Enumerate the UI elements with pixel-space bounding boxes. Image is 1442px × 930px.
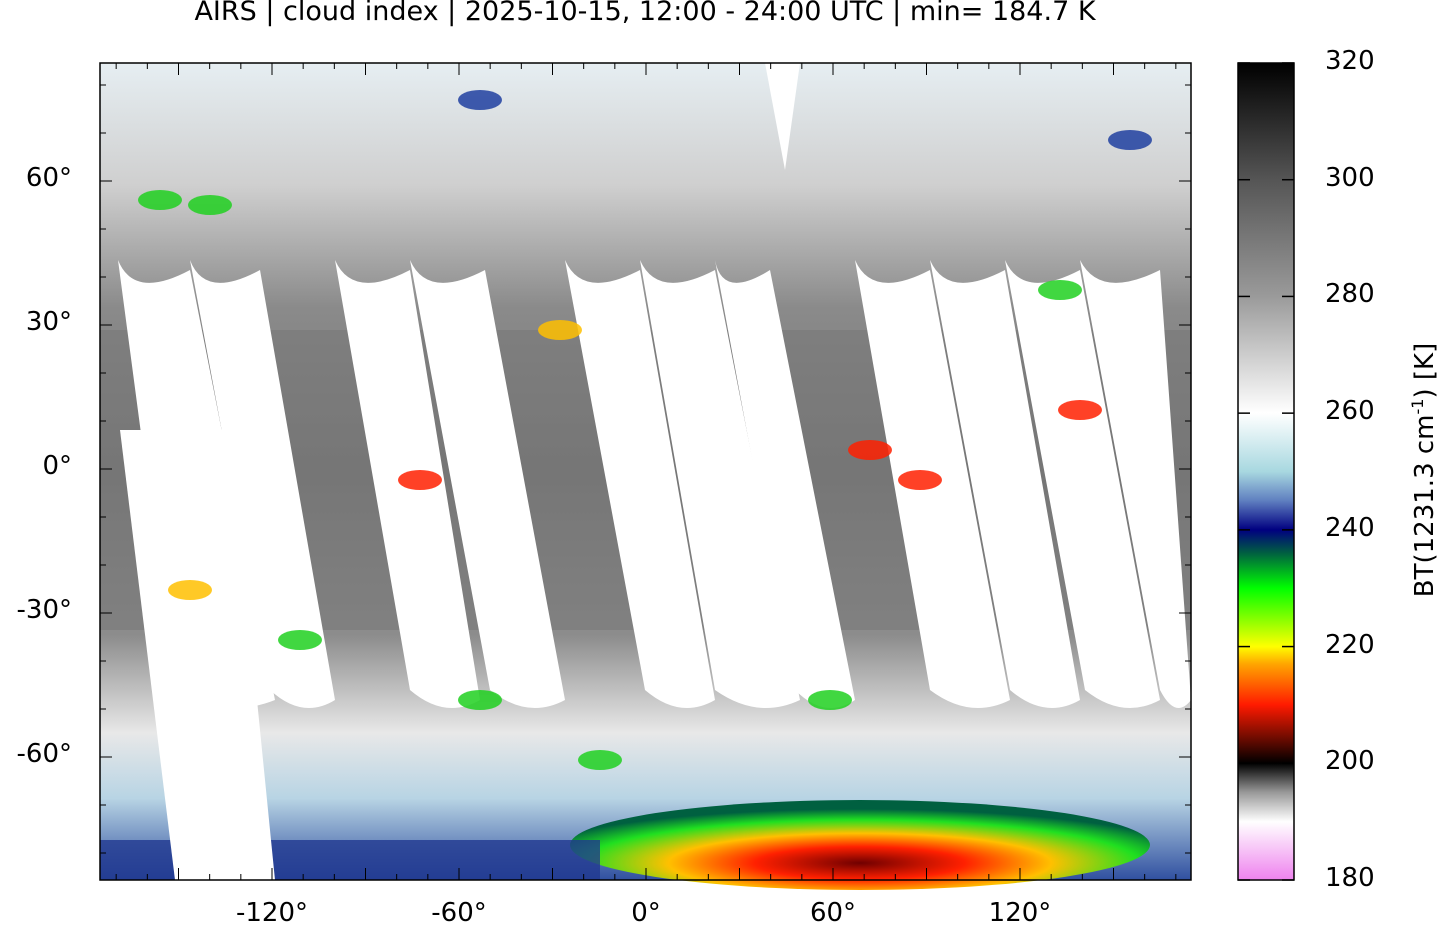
orbit-gaps: [118, 63, 1191, 880]
colorbar-tick-label: 300: [1325, 162, 1375, 193]
cloud-cluster: [538, 320, 582, 340]
orbit-gap: [715, 260, 855, 708]
colorbar-tick-label: 280: [1325, 279, 1375, 310]
colorbar-tick-label: 180: [1325, 863, 1375, 893]
axis-ticks: [100, 63, 1191, 880]
colorbar-title: BT(1231.3 cm-1) [K]: [1408, 342, 1440, 598]
orbit-gap: [410, 260, 565, 708]
cloud-cluster: [398, 470, 442, 490]
colorbar-tick-label: 320: [1325, 46, 1375, 76]
orbit-gap: [930, 260, 1080, 708]
colorbar-gradient: [1237, 62, 1295, 881]
antarctica-cold-region: [570, 800, 1150, 890]
orbit-gap: [765, 63, 800, 170]
orbit-gap: [1080, 260, 1191, 708]
lon-label: 120°: [988, 898, 1052, 928]
lat-label: 30°: [25, 307, 72, 337]
lat-label: 60°: [25, 163, 72, 193]
lat-label: 0°: [42, 451, 72, 481]
colorbar: [1237, 62, 1295, 881]
cloud-cluster: [898, 470, 942, 490]
colorbar-tick-label: 240: [1325, 512, 1375, 543]
orbit-gap: [190, 260, 335, 708]
lat-label: -30°: [16, 595, 72, 625]
cloud-cluster: [808, 690, 852, 710]
colorbar-tick-label: 260: [1325, 396, 1375, 427]
cloud-cluster: [138, 190, 182, 210]
cloud-cluster: [188, 195, 232, 215]
orbit-gap: [120, 430, 275, 880]
deep-convection-clouds: [138, 90, 1152, 770]
cloud-cluster: [278, 630, 322, 650]
lon-label: 60°: [809, 898, 857, 928]
cloud-cluster: [458, 90, 502, 110]
orbit-gap: [1005, 260, 1160, 708]
colorbar-tick-label: 220: [1325, 629, 1375, 660]
cloud-cluster: [1058, 400, 1102, 420]
colorbar-ticks: [1238, 62, 1294, 881]
cloud-cluster: [458, 690, 502, 710]
lon-label: -120°: [235, 898, 309, 928]
orbit-gap: [565, 260, 715, 708]
lon-label: 0°: [631, 898, 661, 928]
cloud-cluster: [168, 580, 212, 600]
lon-label: -60°: [431, 898, 487, 928]
map-plot-area: [99, 62, 1192, 890]
lat-label: -60°: [16, 739, 72, 769]
cloud-cluster: [578, 750, 622, 770]
cloud-cluster: [1108, 130, 1152, 150]
cloud-cluster: [848, 440, 892, 460]
cloud-cluster: [1038, 280, 1082, 300]
orbit-gap: [640, 260, 800, 708]
plot-title: AIRS | cloud index | 2025-10-15, 12:00 -…: [194, 0, 1096, 27]
colorbar-tick-label: 200: [1325, 746, 1375, 777]
